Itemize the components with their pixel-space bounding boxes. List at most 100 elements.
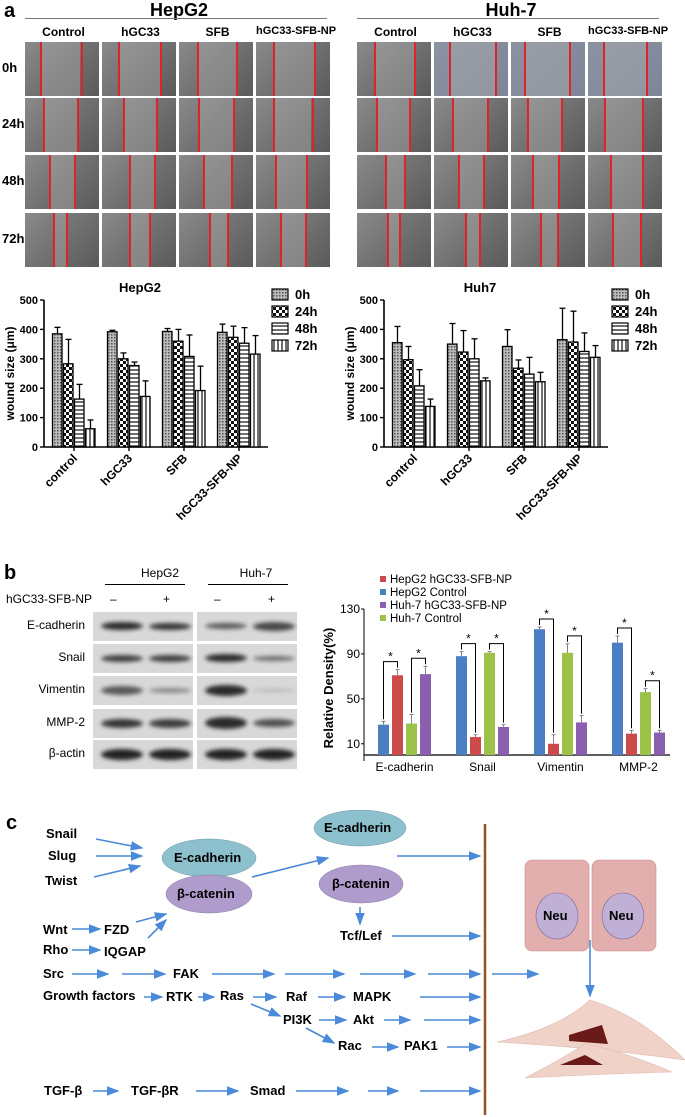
scratch-image	[102, 213, 176, 267]
rac-node: Rac	[338, 1038, 362, 1053]
wound-edge-line	[374, 42, 377, 96]
svg-text:Huh-7 hGC33-SFB-NP: Huh-7 hGC33-SFB-NP	[390, 600, 507, 612]
pak1-node: PAK1	[404, 1038, 438, 1053]
wound-edge-line	[39, 42, 42, 96]
svg-text:SFB: SFB	[163, 451, 190, 478]
lane-2-sign: +	[163, 592, 171, 606]
blot-strip	[93, 612, 193, 641]
growth-factors-node: Growth factors	[43, 988, 136, 1003]
column-label: SFB	[537, 25, 562, 39]
raf-node: Raf	[286, 989, 307, 1004]
column-label: Control	[374, 25, 417, 39]
wound-edge-line	[479, 213, 482, 267]
wound-edge-line	[53, 213, 56, 267]
svg-text:hGC33: hGC33	[98, 451, 135, 488]
hepg2-divider	[105, 584, 185, 585]
time-row-label: 0h	[2, 60, 18, 75]
smad-node: Smad	[250, 1083, 286, 1098]
scratch-image	[25, 98, 99, 152]
scratch-image	[434, 42, 508, 96]
svg-text:130: 130	[340, 602, 360, 616]
svg-text:500: 500	[20, 295, 38, 307]
time-row-label: 24h	[2, 116, 25, 131]
fak-node: FAK	[173, 966, 199, 981]
scratch-image	[357, 98, 431, 152]
akt-node: Akt	[353, 1012, 374, 1027]
svg-text:HepG2 Control: HepG2 Control	[390, 587, 467, 599]
scratch-image	[179, 98, 253, 152]
wound-edge-line	[159, 42, 162, 96]
svg-text:*: *	[622, 616, 627, 630]
neu-nucleus-1: Neu	[543, 908, 568, 923]
scratch-image	[588, 42, 662, 96]
wb-cellline-huh7: Huh-7	[239, 566, 273, 580]
protein-band	[205, 717, 247, 729]
scratch-image	[179, 155, 253, 209]
blot-strip	[197, 740, 297, 769]
protein-band	[101, 718, 143, 728]
svg-text:*: *	[466, 632, 471, 646]
hepg2-wound-chart: HepG2 0 100 200 300 400 500 wound size (μm) cont…	[3, 280, 317, 523]
group-divider	[25, 18, 327, 19]
iqgap-node: IQGAP	[104, 944, 146, 959]
wound-edge-line	[465, 213, 468, 267]
protein-band	[253, 621, 295, 631]
scratch-image	[102, 155, 176, 209]
wound-edge-line	[148, 213, 151, 267]
wound-edge-line	[273, 98, 276, 152]
scratch-image	[256, 155, 330, 209]
wound-edge-line	[375, 98, 378, 152]
blot-strip	[93, 740, 193, 769]
protein-band	[101, 654, 143, 662]
wound-edge-line	[386, 213, 389, 267]
wound-edge-line	[602, 42, 605, 96]
wound-edge-line	[448, 42, 451, 96]
wound-edge-line	[645, 42, 648, 96]
lane-3-sign: –	[214, 592, 221, 606]
wound-edge-line	[385, 155, 388, 209]
wound-edge-line	[42, 98, 45, 152]
wound-edge-line	[66, 213, 69, 267]
protein-label: Vimentin	[38, 682, 85, 696]
scratch-image	[256, 42, 330, 96]
svg-text:50: 50	[347, 692, 361, 706]
svg-text:Snail: Snail	[469, 760, 496, 774]
wound-edge-line	[311, 98, 314, 152]
protein-band	[205, 684, 247, 696]
tgf-beta-node: TGF-β	[44, 1083, 83, 1098]
svg-text:0h: 0h	[295, 287, 310, 302]
svg-text:400: 400	[20, 324, 38, 336]
protein-band	[205, 654, 247, 662]
blot-strip	[93, 676, 193, 705]
protein-label: Snail	[58, 650, 85, 664]
blot-strip	[197, 612, 297, 641]
wound-edge-line	[153, 155, 156, 209]
svg-text:*: *	[494, 632, 499, 646]
scratch-image	[102, 98, 176, 152]
panel-c-letter: c	[6, 812, 18, 834]
wound-edge-line	[611, 213, 614, 267]
svg-text:wound size (μm): wound size (μm)	[343, 326, 357, 421]
protein-band	[253, 655, 295, 661]
wound-edge-line	[561, 98, 564, 152]
wound-edge-line	[230, 155, 233, 209]
wound-edge-line	[128, 213, 131, 267]
protein-band	[101, 748, 143, 760]
protein-band	[149, 748, 191, 760]
scratch-image	[179, 42, 253, 96]
svg-text:HepG2 hGC33-SFB-NP: HepG2 hGC33-SFB-NP	[390, 574, 512, 586]
protein-band	[205, 748, 247, 760]
svg-text:*: *	[572, 624, 577, 638]
slug-node: Slug	[48, 848, 77, 863]
protein-band	[149, 622, 191, 630]
svg-text:300: 300	[20, 354, 38, 366]
svg-text:200: 200	[20, 383, 38, 395]
protein-label: MMP-2	[46, 715, 85, 729]
wound-edge-line	[202, 155, 205, 209]
wound-edge-line	[610, 155, 613, 209]
twist-node: Twist	[45, 873, 78, 888]
svg-text:400: 400	[360, 324, 378, 336]
panel-b-letter: b	[4, 562, 17, 584]
protein-label: E-cadherin	[26, 618, 85, 632]
svg-text:E-cadherin: E-cadherin	[375, 760, 433, 774]
